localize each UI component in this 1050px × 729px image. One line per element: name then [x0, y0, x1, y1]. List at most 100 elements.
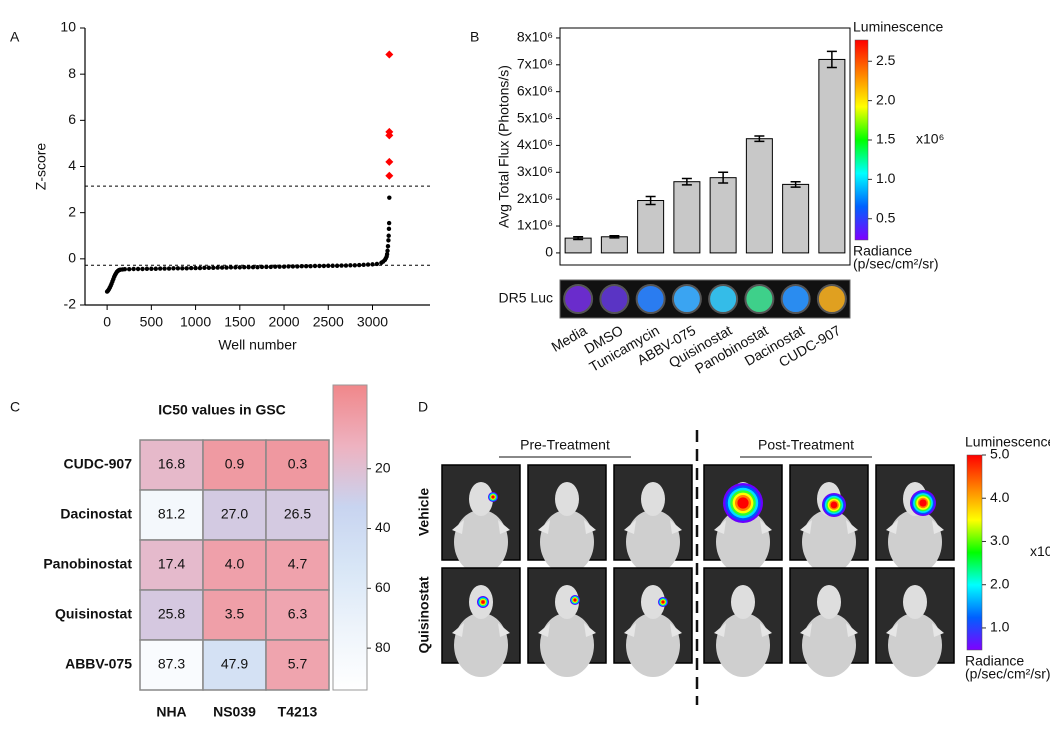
point	[188, 265, 194, 271]
well	[599, 284, 630, 314]
luminescence	[661, 600, 665, 604]
point	[206, 265, 212, 271]
point	[330, 263, 335, 268]
point	[352, 263, 358, 268]
heatmap-cell	[265, 489, 330, 541]
row-label: ABBV-075	[65, 656, 132, 672]
mouse-head	[641, 482, 665, 516]
heatmap-title: IC50 values in GSC	[158, 402, 286, 418]
y-tick-label: 0	[545, 244, 553, 260]
column-label: NS039	[213, 704, 256, 720]
heatmap-cell	[265, 539, 330, 591]
point	[385, 248, 390, 253]
row-label: Quisinostat	[55, 606, 132, 622]
mouse-body	[540, 510, 594, 574]
heatmap-cell	[265, 439, 330, 491]
cell-label: 47.9	[221, 656, 248, 672]
point	[193, 265, 198, 271]
point	[357, 262, 362, 268]
bar	[600, 236, 628, 254]
y-tick-label: 3x10⁶	[517, 163, 553, 179]
mouse-body	[454, 613, 508, 677]
point	[385, 50, 394, 59]
bar	[782, 183, 810, 254]
point	[162, 266, 167, 271]
mouse-body	[716, 510, 770, 574]
point	[295, 264, 300, 269]
point	[321, 263, 327, 269]
point	[233, 265, 238, 270]
colorbar-footer: Radiance	[965, 653, 1024, 669]
well	[816, 284, 847, 314]
colorbar-tick-label: 60	[375, 579, 391, 595]
point	[268, 264, 273, 270]
error-bar	[754, 135, 765, 143]
point	[255, 264, 260, 270]
column-label: T4213	[278, 704, 318, 720]
bar	[709, 177, 737, 254]
point	[385, 243, 391, 249]
strip-label: DR5 Luc	[499, 290, 553, 306]
mouse-body	[802, 510, 856, 574]
point	[250, 264, 256, 270]
point	[339, 263, 344, 268]
point	[286, 264, 291, 269]
mouse-body	[454, 510, 508, 574]
well	[744, 284, 775, 314]
panel-label: D	[418, 399, 428, 415]
point	[308, 264, 313, 269]
colorbar-tick-label: 2.0	[876, 91, 896, 107]
cell-label: 5.7	[288, 656, 308, 672]
point	[384, 252, 390, 257]
mouse-body	[626, 510, 680, 574]
point	[385, 131, 394, 140]
y-tick-label: 2	[68, 203, 76, 219]
bar	[745, 138, 773, 254]
luminescence	[737, 497, 749, 509]
x-tick-label: Media	[548, 322, 589, 355]
y-tick-label: 4x10⁶	[517, 136, 553, 152]
error-bar	[573, 236, 584, 241]
cell-label: 6.3	[288, 606, 308, 622]
cell-label: 87.3	[158, 656, 185, 672]
mouse-head	[903, 585, 927, 619]
well	[780, 284, 811, 314]
point	[202, 265, 207, 271]
colorbar-tick-label: 5.0	[990, 446, 1010, 462]
mouse-head	[731, 585, 755, 619]
row-label: Dacinostat	[60, 506, 132, 522]
point	[348, 263, 353, 268]
point	[157, 266, 163, 271]
point	[184, 266, 189, 271]
colorbar-unit: x10⁶	[916, 131, 944, 147]
cell-label: 4.0	[225, 556, 245, 572]
colorbar-title: Luminescence	[853, 19, 943, 35]
panel-label: B	[470, 29, 479, 45]
point	[386, 220, 392, 226]
point	[361, 262, 366, 268]
y-tick-label: -2	[64, 296, 77, 312]
y-axis-label: Avg Total Flux (Photons/s)	[496, 65, 512, 228]
point	[215, 265, 220, 270]
y-tick-label: 7x10⁶	[517, 56, 553, 72]
mouse-head	[555, 585, 579, 619]
point	[374, 261, 380, 267]
colorbar-unit: x10⁶	[1030, 543, 1050, 559]
point	[211, 265, 216, 271]
x-tick-label: 500	[140, 314, 164, 330]
well	[708, 284, 739, 314]
point	[237, 265, 243, 270]
colorbar-tick-label: 1.0	[990, 619, 1010, 635]
error-bar	[609, 234, 620, 239]
y-tick-label: 5x10⁶	[517, 109, 553, 125]
point	[259, 264, 265, 270]
cell-label: 26.5	[284, 506, 311, 522]
point	[131, 266, 136, 272]
heatmap-cell	[265, 589, 330, 641]
point	[343, 263, 349, 268]
cell-label: 25.8	[158, 606, 185, 622]
well	[563, 284, 594, 314]
cell-label: 3.5	[225, 606, 245, 622]
point	[175, 266, 181, 271]
mouse-head	[469, 482, 493, 516]
